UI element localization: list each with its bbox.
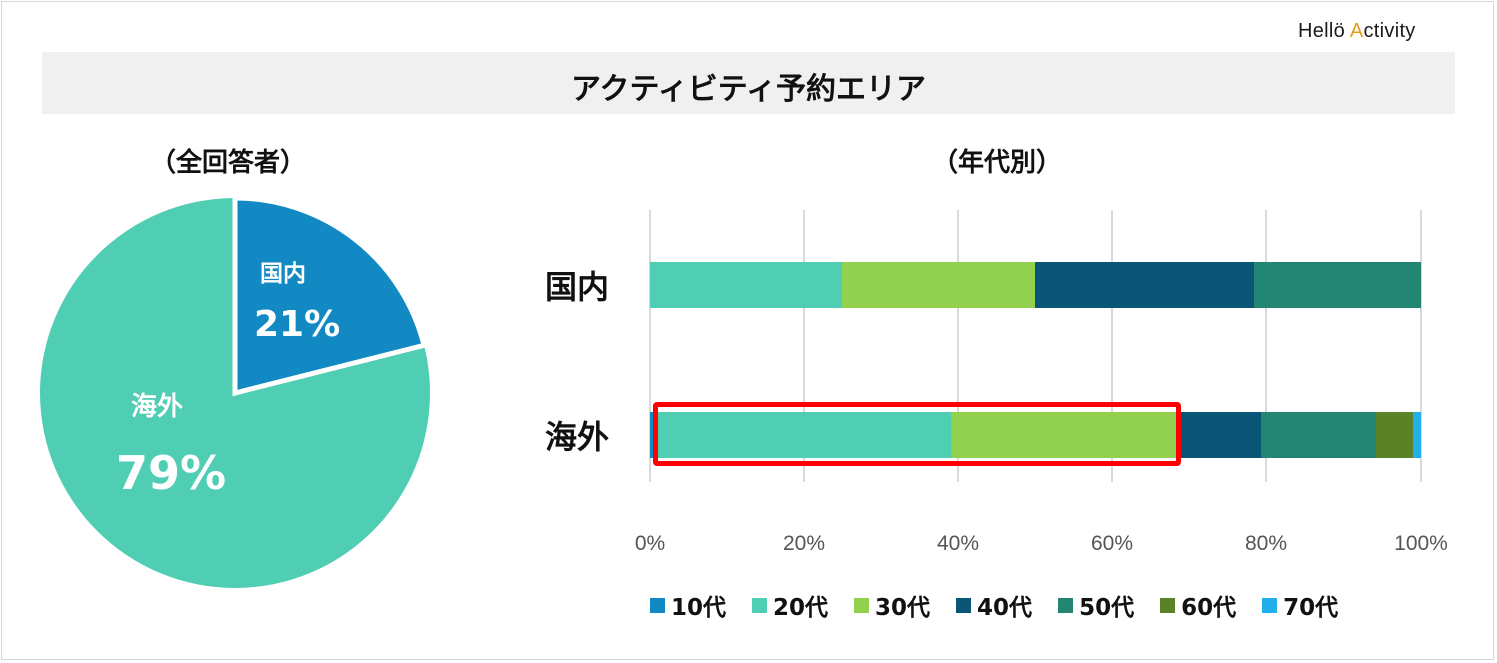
tick-0: 0%	[634, 532, 666, 555]
gridline-100	[1420, 210, 1422, 482]
seg-overseas-30s	[950, 412, 1180, 458]
seg-overseas-70s	[1413, 412, 1421, 458]
seg-overseas-20s	[653, 412, 951, 458]
pie-slice-domestic	[232, 195, 428, 397]
legend-swatch-icon	[1160, 597, 1176, 613]
seg-overseas-10s	[650, 412, 654, 458]
bar-subtitle: （年代別）	[932, 148, 1063, 178]
legend-item-10s: 10代	[650, 588, 726, 622]
legend: 10代 20代 30代 40代 50代 60代 70代	[650, 588, 1338, 622]
legend-swatch-icon	[854, 597, 870, 613]
legend-swatch-icon	[752, 597, 768, 613]
legend-item-30s: 30代	[854, 588, 930, 622]
category-domestic: 国内	[545, 268, 610, 306]
tick-40: 40%	[936, 532, 980, 555]
pie-value-overseas: 79%	[116, 446, 227, 500]
gridline-0	[649, 210, 651, 482]
tick-80: 80%	[1244, 532, 1288, 555]
seg-domestic-20s	[650, 262, 842, 308]
pie-chart: 国内 21% 海外 79%	[38, 195, 432, 590]
legend-swatch-icon	[956, 597, 972, 613]
seg-domestic-30s	[841, 262, 1035, 308]
legend-item-40s: 40代	[956, 588, 1032, 622]
gridline-40	[957, 210, 959, 482]
bar-overseas	[650, 412, 1421, 458]
legend-item-50s: 50代	[1058, 588, 1134, 622]
pie-svg	[40, 195, 430, 588]
category-overseas: 海外	[545, 418, 610, 456]
legend-item-60s: 60代	[1160, 588, 1236, 622]
gridline-20	[803, 210, 805, 482]
seg-overseas-50s	[1261, 412, 1377, 458]
seg-overseas-60s	[1376, 412, 1414, 458]
pie-value-domestic: 21%	[254, 304, 341, 345]
highlight-box	[653, 402, 1181, 466]
hello-activity-logo: Hellö Activity	[1298, 20, 1416, 42]
gridline-80	[1265, 210, 1267, 482]
tick-60: 60%	[1090, 532, 1134, 555]
legend-swatch-icon	[650, 597, 665, 613]
pie-label-overseas: 海外	[131, 392, 184, 422]
gridline-60	[1111, 210, 1113, 482]
seg-domestic-40s	[1034, 262, 1255, 308]
seg-domestic-50s	[1254, 262, 1421, 308]
legend-item-20s: 20代	[752, 588, 828, 622]
pie-label-domestic: 国内	[260, 261, 306, 287]
legend-swatch-icon	[1058, 597, 1074, 613]
legend-swatch-icon	[1262, 597, 1278, 613]
tick-20: 20%	[782, 532, 826, 555]
tick-100: 100%	[1394, 532, 1448, 555]
seg-overseas-40s	[1179, 412, 1262, 458]
page-title: アクティビティ予約エリア	[571, 72, 926, 107]
bar-domestic	[650, 262, 1421, 308]
title-bar: アクティビティ予約エリア	[42, 52, 1455, 114]
pie-subtitle: （全回答者）	[150, 148, 307, 178]
legend-item-70s: 70代	[1262, 588, 1338, 622]
